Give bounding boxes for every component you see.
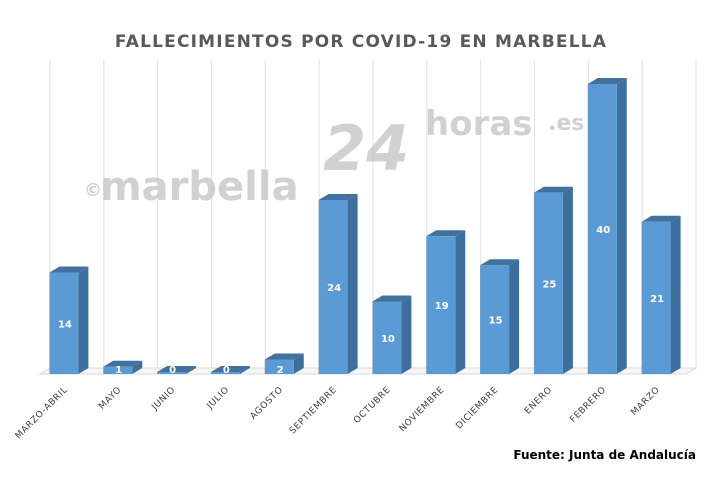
bar [426,236,456,374]
bar-side [347,194,358,374]
watermark-horas: horas [425,104,533,144]
bar-octubre: 10 [372,295,412,374]
x-axis-tick-labels: MARZO-ABRIL MAYO JUNIO JULIO AGOSTO SEPTIEMBR… [14,385,662,441]
bar-top [49,266,89,273]
bar [318,200,348,374]
floor-plane [38,367,698,375]
bar-top [426,230,466,237]
bar-diciembre: 15 [480,259,520,374]
bar-top [641,215,681,222]
bar-side [562,186,573,374]
bar-top [157,366,197,372]
source-note: Fuente: Junta de Andalucía [513,448,696,462]
bar-top [210,366,250,372]
bar-noviembre: 19 [426,230,466,374]
bar [49,272,79,374]
bar [533,192,563,374]
watermark-es: .es [548,111,584,136]
data-label: 0 [169,365,176,376]
watermark-copyright: © [84,180,102,201]
watermark: © marbella 24 horas .es [84,104,584,210]
bar-side [455,230,466,374]
data-label: 14 [58,319,72,330]
bar-side [78,266,89,374]
bar-side [401,295,412,374]
bar-top [372,295,412,302]
data-label: 19 [435,301,449,312]
bar-top [480,259,520,266]
bar [210,372,240,374]
bar-side [670,215,681,374]
data-label: 0 [223,365,230,376]
data-label: 21 [650,294,664,305]
bar [587,84,617,374]
x-tick-label: OCTUBRE [352,385,393,426]
bar [372,301,402,374]
data-label: 10 [381,334,395,345]
bar-side [239,366,250,374]
chart-floor [38,367,698,375]
bar-top [587,78,627,84]
bar-marzo-abril: 14 [49,266,89,374]
bar-top [318,194,358,200]
bar-septiembre: 24 [318,194,358,374]
bar [103,366,133,374]
bar-enero: 25 [533,186,573,374]
bar-junio: 0 [157,365,197,376]
x-tick-label: MAYO [97,385,124,412]
chart-title: FALLECIMIENTOS POR COVID-19 EN MARBELLA [115,32,607,52]
x-tick-label: DICIEMBRE [454,385,500,431]
bar-side [293,353,304,374]
bar-marzo: 21 [641,215,681,374]
bar-side [132,360,143,374]
x-tick-label: JUNIO [150,385,178,413]
bar-top [264,353,304,360]
data-label: 24 [327,283,341,294]
data-label: 40 [596,225,610,236]
data-label: 2 [277,365,284,376]
x-tick-label: SEPTIEMBRE [288,385,339,436]
bar-febrero: 40 [587,78,627,374]
bar-side [186,366,197,374]
bar-side [616,78,627,374]
bar-top [533,186,573,193]
x-tick-label: JULIO [205,385,232,412]
x-tick-label: MARZO-ABRIL [14,385,70,441]
x-tick-label: AGOSTO [249,385,286,422]
watermark-marbella: marbella [100,164,299,210]
data-label: 25 [542,279,556,290]
x-tick-label: MARZO [629,385,662,418]
data-label: 1 [115,365,122,376]
data-label: 15 [489,316,503,327]
bar-julio: 0 [210,365,250,376]
bar-mayo: 1 [103,360,143,376]
bar-side [509,259,520,374]
bar [480,265,510,374]
bar [157,372,187,374]
bar [264,359,294,374]
bar-top [103,360,143,367]
bar [641,221,671,374]
x-tick-label: ENERO [523,385,554,416]
watermark-24: 24 [323,112,409,185]
x-tick-label: NOVIEMBRE [398,385,447,434]
bar-agosto: 2 [264,353,304,376]
x-tick-label: FEBRERO [568,385,608,425]
